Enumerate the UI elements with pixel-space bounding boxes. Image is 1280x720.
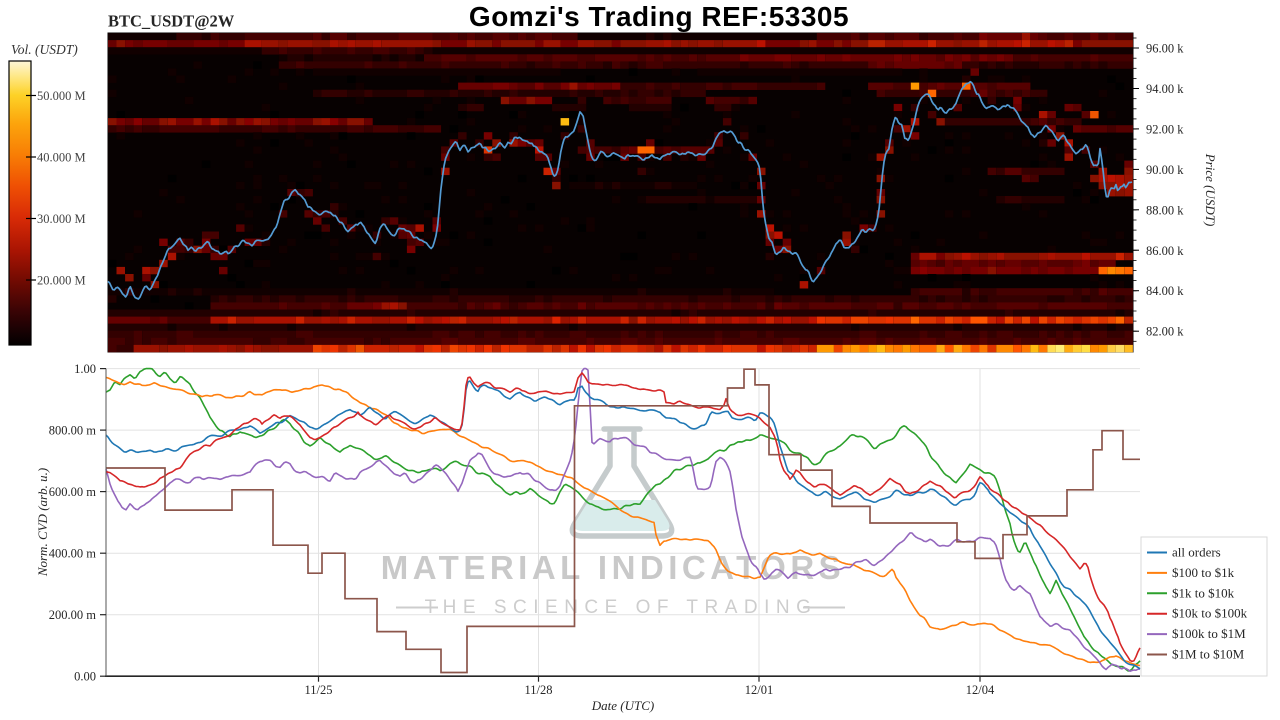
svg-text:0.00: 0.00 bbox=[74, 670, 96, 684]
svg-text:$10k to $100k: $10k to $100k bbox=[1172, 606, 1248, 621]
svg-text:800.00 m: 800.00 m bbox=[49, 424, 97, 438]
svg-text:Gomzi's Trading REF:53305: Gomzi's Trading REF:53305 bbox=[469, 1, 849, 32]
svg-text:86.00 k: 86.00 k bbox=[1146, 244, 1184, 258]
svg-text:94.00 k: 94.00 k bbox=[1146, 82, 1184, 96]
svg-text:92.00 k: 92.00 k bbox=[1146, 122, 1184, 136]
svg-text:all orders: all orders bbox=[1172, 545, 1221, 560]
svg-text:BTC_USDT@2W: BTC_USDT@2W bbox=[108, 12, 235, 31]
svg-text:200.00 m: 200.00 m bbox=[49, 608, 97, 622]
svg-text:Vol. (USDT): Vol. (USDT) bbox=[11, 42, 78, 57]
svg-text:400.00 m: 400.00 m bbox=[49, 547, 97, 561]
svg-text:11/28: 11/28 bbox=[524, 683, 552, 697]
svg-text:Price (USDT): Price (USDT) bbox=[1203, 153, 1218, 227]
svg-text:Date (UTC): Date (UTC) bbox=[591, 698, 654, 713]
svg-text:88.00 k: 88.00 k bbox=[1146, 203, 1184, 217]
svg-text:MATERIAL INDICATORS: MATERIAL INDICATORS bbox=[381, 549, 845, 586]
svg-text:$1M to $10M: $1M to $10M bbox=[1172, 647, 1245, 662]
svg-text:$1k to $10k: $1k to $10k bbox=[1172, 585, 1235, 600]
svg-text:20.000 M: 20.000 M bbox=[37, 274, 86, 288]
svg-text:90.00 k: 90.00 k bbox=[1146, 163, 1184, 177]
svg-text:12/04: 12/04 bbox=[966, 683, 995, 697]
svg-text:12/01: 12/01 bbox=[745, 683, 773, 697]
svg-text:600.00 m: 600.00 m bbox=[49, 485, 97, 499]
svg-text:96.00 k: 96.00 k bbox=[1146, 42, 1184, 56]
svg-text:$100k to $1M: $100k to $1M bbox=[1172, 626, 1246, 641]
svg-text:84.00 k: 84.00 k bbox=[1146, 284, 1184, 298]
svg-text:THE SCIENCE OF TRADING: THE SCIENCE OF TRADING bbox=[425, 597, 818, 618]
svg-text:82.00 k: 82.00 k bbox=[1146, 325, 1184, 339]
svg-text:11/25: 11/25 bbox=[304, 683, 332, 697]
svg-text:30.000 M: 30.000 M bbox=[37, 212, 86, 226]
svg-text:40.000 M: 40.000 M bbox=[37, 151, 86, 165]
svg-text:1.00: 1.00 bbox=[74, 362, 96, 376]
svg-text:50.000 M: 50.000 M bbox=[37, 89, 86, 103]
svg-text:$100 to $1k: $100 to $1k bbox=[1172, 565, 1235, 580]
svg-text:Norm. CVD (arb. u.): Norm. CVD (arb. u.) bbox=[35, 468, 50, 577]
